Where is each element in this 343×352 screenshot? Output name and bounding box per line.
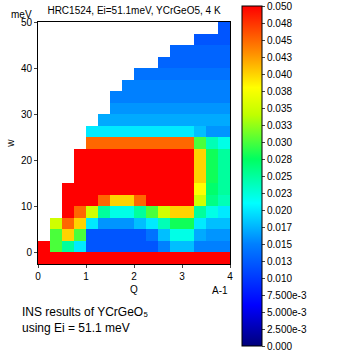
svg-text:0.043: 0.043 bbox=[267, 52, 292, 63]
svg-text:0: 0 bbox=[35, 271, 41, 282]
svg-text:0.030: 0.030 bbox=[267, 137, 292, 148]
svg-text:3: 3 bbox=[179, 271, 185, 282]
svg-text:0.020: 0.020 bbox=[267, 205, 292, 216]
svg-text:0.015: 0.015 bbox=[267, 239, 292, 250]
svg-text:2.500e-3: 2.500e-3 bbox=[267, 324, 307, 335]
svg-text:HRC1524, Ei=51.1meV, YCrGeO5,: HRC1524, Ei=51.1meV, YCrGeO5, 4 K bbox=[47, 5, 220, 16]
svg-text:0.023: 0.023 bbox=[267, 188, 292, 199]
svg-text:10: 10 bbox=[21, 201, 33, 212]
svg-text:7.500e-3: 7.500e-3 bbox=[267, 290, 307, 301]
svg-text:50: 50 bbox=[21, 17, 33, 28]
svg-text:0.013: 0.013 bbox=[267, 256, 292, 267]
svg-text:INS results of YCrGeO₅using Ei: INS results of YCrGeO₅using Ei = 51.1 me… bbox=[22, 305, 148, 335]
svg-text:0.050: 0.050 bbox=[267, 1, 292, 12]
svg-text:0: 0 bbox=[26, 247, 32, 258]
svg-text:0.028: 0.028 bbox=[267, 154, 292, 165]
svg-text:0.040: 0.040 bbox=[267, 69, 292, 80]
svg-text:0.010: 0.010 bbox=[267, 273, 292, 284]
svg-text:w: w bbox=[5, 139, 16, 148]
svg-text:0.000: 0.000 bbox=[267, 341, 292, 352]
svg-text:5.000e-3: 5.000e-3 bbox=[267, 307, 307, 318]
svg-text:0.038: 0.038 bbox=[267, 86, 292, 97]
svg-text:2: 2 bbox=[131, 271, 137, 282]
svg-text:4: 4 bbox=[227, 271, 233, 282]
svg-text:0.025: 0.025 bbox=[267, 171, 292, 182]
svg-text:0.048: 0.048 bbox=[267, 18, 292, 29]
svg-text:Q: Q bbox=[130, 284, 138, 295]
svg-text:A-1: A-1 bbox=[212, 285, 228, 296]
svg-text:0.045: 0.045 bbox=[267, 35, 292, 46]
svg-text:0.017: 0.017 bbox=[267, 222, 292, 233]
svg-text:1: 1 bbox=[83, 271, 89, 282]
svg-text:0.035: 0.035 bbox=[267, 103, 292, 114]
svg-text:40: 40 bbox=[21, 63, 33, 74]
svg-text:20: 20 bbox=[21, 155, 33, 166]
svg-text:30: 30 bbox=[21, 109, 33, 120]
svg-text:0.033: 0.033 bbox=[267, 120, 292, 131]
svg-text:meV: meV bbox=[11, 9, 32, 20]
